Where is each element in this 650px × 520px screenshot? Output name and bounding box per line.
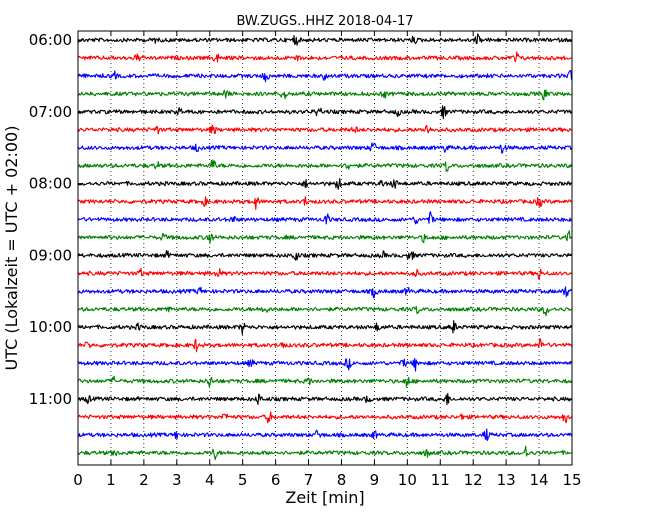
x-tick-label: 14 <box>530 471 549 489</box>
y-tick-label: 08:00 <box>29 175 72 193</box>
trace-line <box>77 89 572 101</box>
trace-line <box>77 124 572 135</box>
trace-line <box>77 320 572 335</box>
x-tick-label: 3 <box>172 471 182 489</box>
plot-frame <box>77 30 573 466</box>
x-tick-label: 2 <box>139 471 149 489</box>
trace-line <box>77 105 572 120</box>
trace-line <box>77 177 572 190</box>
y-tick-label: 06:00 <box>29 31 72 49</box>
x-tick-label: 0 <box>73 471 83 489</box>
trace-line <box>77 375 573 388</box>
trace-line <box>77 196 572 210</box>
trace-line <box>77 357 573 372</box>
trace-line <box>77 267 572 280</box>
x-tick-label: 10 <box>398 471 417 489</box>
trace-line <box>77 305 572 317</box>
trace-line <box>77 338 573 353</box>
x-axis-title: Zeit [min] <box>285 488 364 507</box>
x-tick-label: 5 <box>238 471 248 489</box>
trace-line <box>77 159 573 173</box>
trace-line <box>77 411 572 424</box>
trace-line <box>77 69 573 83</box>
y-tick-label: 07:00 <box>29 103 72 121</box>
x-tick-label: 7 <box>304 471 314 489</box>
trace-line <box>77 51 572 63</box>
trace-line <box>77 392 572 406</box>
x-tick-label: 8 <box>337 471 347 489</box>
x-tick-label: 11 <box>431 471 450 489</box>
trace-group <box>77 33 573 461</box>
chart-title: BW.ZUGS..HHZ 2018-04-17 <box>236 14 413 29</box>
y-axis: 06:00 07:00 08:00 09:00 10:00 11:00 <box>29 31 572 408</box>
trace-line <box>77 33 572 46</box>
trace-line <box>77 445 572 461</box>
x-tick-label: 12 <box>464 471 483 489</box>
x-tick-label: 1 <box>106 471 116 489</box>
x-tick-label: 6 <box>271 471 281 489</box>
x-tick-label: 13 <box>497 471 516 489</box>
grid-lines <box>110 31 540 465</box>
x-tick-label: 9 <box>370 471 380 489</box>
trace-line <box>77 286 572 299</box>
trace-line <box>77 142 573 154</box>
y-axis-title: UTC (Lokalzeit = UTC + 02:00) <box>2 126 21 371</box>
trace-line <box>77 230 572 244</box>
y-tick-label: 09:00 <box>29 246 72 264</box>
y-tick-label: 10:00 <box>29 318 72 336</box>
trace-line <box>77 250 572 261</box>
x-tick-label: 4 <box>205 471 215 489</box>
x-axis: 0 1 2 3 4 5 6 7 8 9 10 11 12 13 14 15 <box>73 31 582 489</box>
y-tick-label: 11:00 <box>29 390 72 408</box>
x-tick-label: 15 <box>562 471 581 489</box>
trace-line <box>77 428 573 442</box>
trace-line <box>77 211 572 225</box>
